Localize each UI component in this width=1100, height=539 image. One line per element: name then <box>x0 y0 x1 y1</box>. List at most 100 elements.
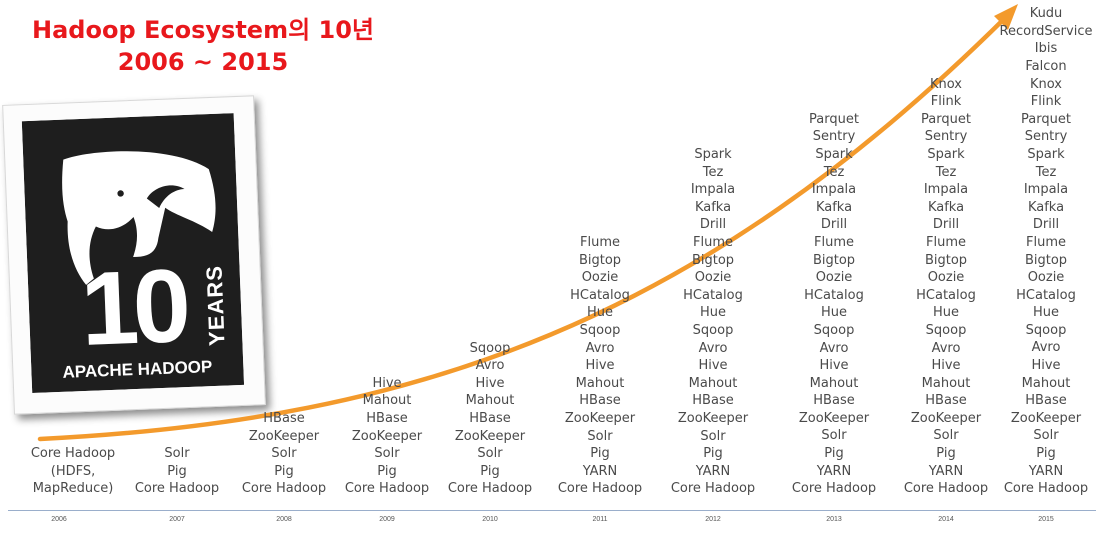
ecosystem-item: Solr <box>271 446 297 462</box>
ecosystem-item: Kafka <box>1027 199 1065 215</box>
ecosystem-item: Mahout <box>688 375 738 391</box>
ecosystem-item: ZooKeeper <box>564 410 636 426</box>
ecosystem-item: Solr <box>933 428 959 444</box>
title-line1: Hadoop Ecosystem의 10년 <box>32 16 374 44</box>
logo-number: 10 <box>79 248 189 368</box>
ecosystem-item: Solr <box>587 428 613 444</box>
ecosystem-item: Hive <box>931 358 961 374</box>
ecosystem-item: Pig <box>167 463 187 479</box>
ecosystem-item: Hive <box>1031 358 1061 374</box>
ecosystem-item: Kafka <box>815 199 853 215</box>
logo-years: YEARS <box>201 265 229 347</box>
ecosystem-item: Core Hadoop <box>791 481 877 497</box>
ecosystem-item: Hue <box>699 305 726 321</box>
year-label-2012: 2012 <box>705 516 721 523</box>
ecosystem-item: Core Hadoop <box>30 446 116 462</box>
timeline-axis <box>8 510 1096 511</box>
ecosystem-item: Knox <box>929 76 962 92</box>
year-label-2014: 2014 <box>938 516 954 523</box>
ecosystem-item: Tez <box>823 164 845 180</box>
year-column-2011: Flume Bigtop Oozie HCatalog Hue Sqoop Avro Hive… <box>544 234 656 498</box>
ecosystem-item: ZooKeeper <box>454 428 526 444</box>
ecosystem-item: Flume <box>693 234 733 250</box>
ecosystem-item: YARN <box>816 463 852 479</box>
ecosystem-item: HCatalog <box>683 287 743 303</box>
ecosystem-item: Hive <box>585 358 615 374</box>
year-label-2006: 2006 <box>51 516 67 523</box>
ecosystem-item: Flume <box>926 234 966 250</box>
ecosystem-item: Parquet <box>809 111 859 127</box>
ecosystem-item: Core Hadoop <box>447 481 533 497</box>
year-label-2008: 2008 <box>276 516 292 523</box>
ecosystem-item: Core Hadoop <box>903 481 989 497</box>
ecosystem-item: Hue <box>820 305 847 321</box>
ecosystem-item: Avro <box>931 340 961 356</box>
year-column-2006: Core Hadoop (HDFS, MapReduce) <box>17 445 129 498</box>
ecosystem-item: YARN <box>582 463 618 479</box>
ecosystem-item: Hue <box>932 305 959 321</box>
ecosystem-item: ZooKeeper <box>351 428 423 444</box>
ecosystem-item: (HDFS, <box>50 463 96 479</box>
ecosystem-item: Solr <box>164 446 190 462</box>
ecosystem-item: Solr <box>821 428 847 444</box>
ecosystem-item: Spark <box>1027 146 1065 162</box>
ecosystem-item: Pig <box>824 446 844 462</box>
ecosystem-item: HBase <box>692 393 734 409</box>
year-label-2007: 2007 <box>169 516 185 523</box>
ecosystem-item: Mahout <box>465 393 515 409</box>
ecosystem-item: YARN <box>695 463 731 479</box>
year-column-2008: HBase ZooKeeper Solr Pig Core Hadoop <box>228 410 340 498</box>
ecosystem-item: Solr <box>374 446 400 462</box>
ecosystem-item: ZooKeeper <box>248 428 320 444</box>
ecosystem-item: Oozie <box>694 270 732 286</box>
ecosystem-item: Ibis <box>1034 41 1058 57</box>
ecosystem-item: Flume <box>1026 234 1066 250</box>
ecosystem-item: Spark <box>815 146 853 162</box>
ecosystem-item: Kudu <box>1029 6 1063 22</box>
ecosystem-item: Flink <box>930 94 962 110</box>
ecosystem-item: ZooKeeper <box>677 410 749 426</box>
ecosystem-item: Drill <box>820 217 848 233</box>
ecosystem-item: Hive <box>475 375 505 391</box>
ecosystem-item: Spark <box>694 147 732 162</box>
ecosystem-item: Mahout <box>809 375 859 391</box>
ecosystem-item: Kafka <box>694 199 732 215</box>
ecosystem-item: Hue <box>1032 305 1059 321</box>
ecosystem-item: YARN <box>1028 463 1064 479</box>
ecosystem-item: Drill <box>1032 217 1060 233</box>
ecosystem-item: YARN <box>928 463 964 479</box>
ecosystem-item: HCatalog <box>1016 287 1076 303</box>
title-line2: 2006 ~ 2015 <box>117 48 289 76</box>
ecosystem-item: Pig <box>703 446 723 462</box>
ecosystem-item: Bigtop <box>924 252 968 268</box>
ecosystem-item: HBase <box>579 393 621 409</box>
ecosystem-item: Pig <box>590 446 610 462</box>
ecosystem-item: Sqoop <box>469 340 511 356</box>
ecosystem-item: Pig <box>480 463 500 479</box>
ecosystem-item: Knox <box>1029 76 1062 92</box>
ecosystem-item: Parquet <box>921 111 971 127</box>
ecosystem-item: HBase <box>813 393 855 409</box>
ecosystem-item: MapReduce) <box>32 481 114 497</box>
ecosystem-item: Bigtop <box>812 252 856 268</box>
ecosystem-item: HBase <box>469 410 511 426</box>
ecosystem-item: Solr <box>477 446 503 462</box>
ecosystem-item: Kafka <box>927 199 965 215</box>
ecosystem-item: HCatalog <box>916 287 976 303</box>
ecosystem-item: Falcon <box>1025 58 1067 74</box>
ecosystem-item: Avro <box>1031 340 1061 356</box>
ecosystem-item: Avro <box>475 358 505 374</box>
ecosystem-item: ZooKeeper <box>910 410 982 426</box>
ecosystem-item: Solr <box>700 428 726 444</box>
ecosystem-item: Core Hadoop <box>670 481 756 497</box>
ecosystem-item: HCatalog <box>570 287 630 303</box>
year-column-2010: Sqoop Avro Hive Mahout HBase ZooKeeper Solr Pig… <box>434 340 546 498</box>
chart-title: Hadoop Ecosystem의 10년 2006 ~ 2015 <box>18 14 388 78</box>
year-label-2009: 2009 <box>379 516 395 523</box>
year-label-2015: 2015 <box>1038 516 1054 523</box>
ecosystem-item: HCatalog <box>804 287 864 303</box>
ecosystem-item: Flume <box>580 235 620 250</box>
year-column-2012: Spark Tez Impala Kafka Drill Flume Bigtop Oozie… <box>657 146 769 498</box>
ecosystem-item: Core Hadoop <box>344 481 430 497</box>
ecosystem-item: Hive <box>698 358 728 374</box>
